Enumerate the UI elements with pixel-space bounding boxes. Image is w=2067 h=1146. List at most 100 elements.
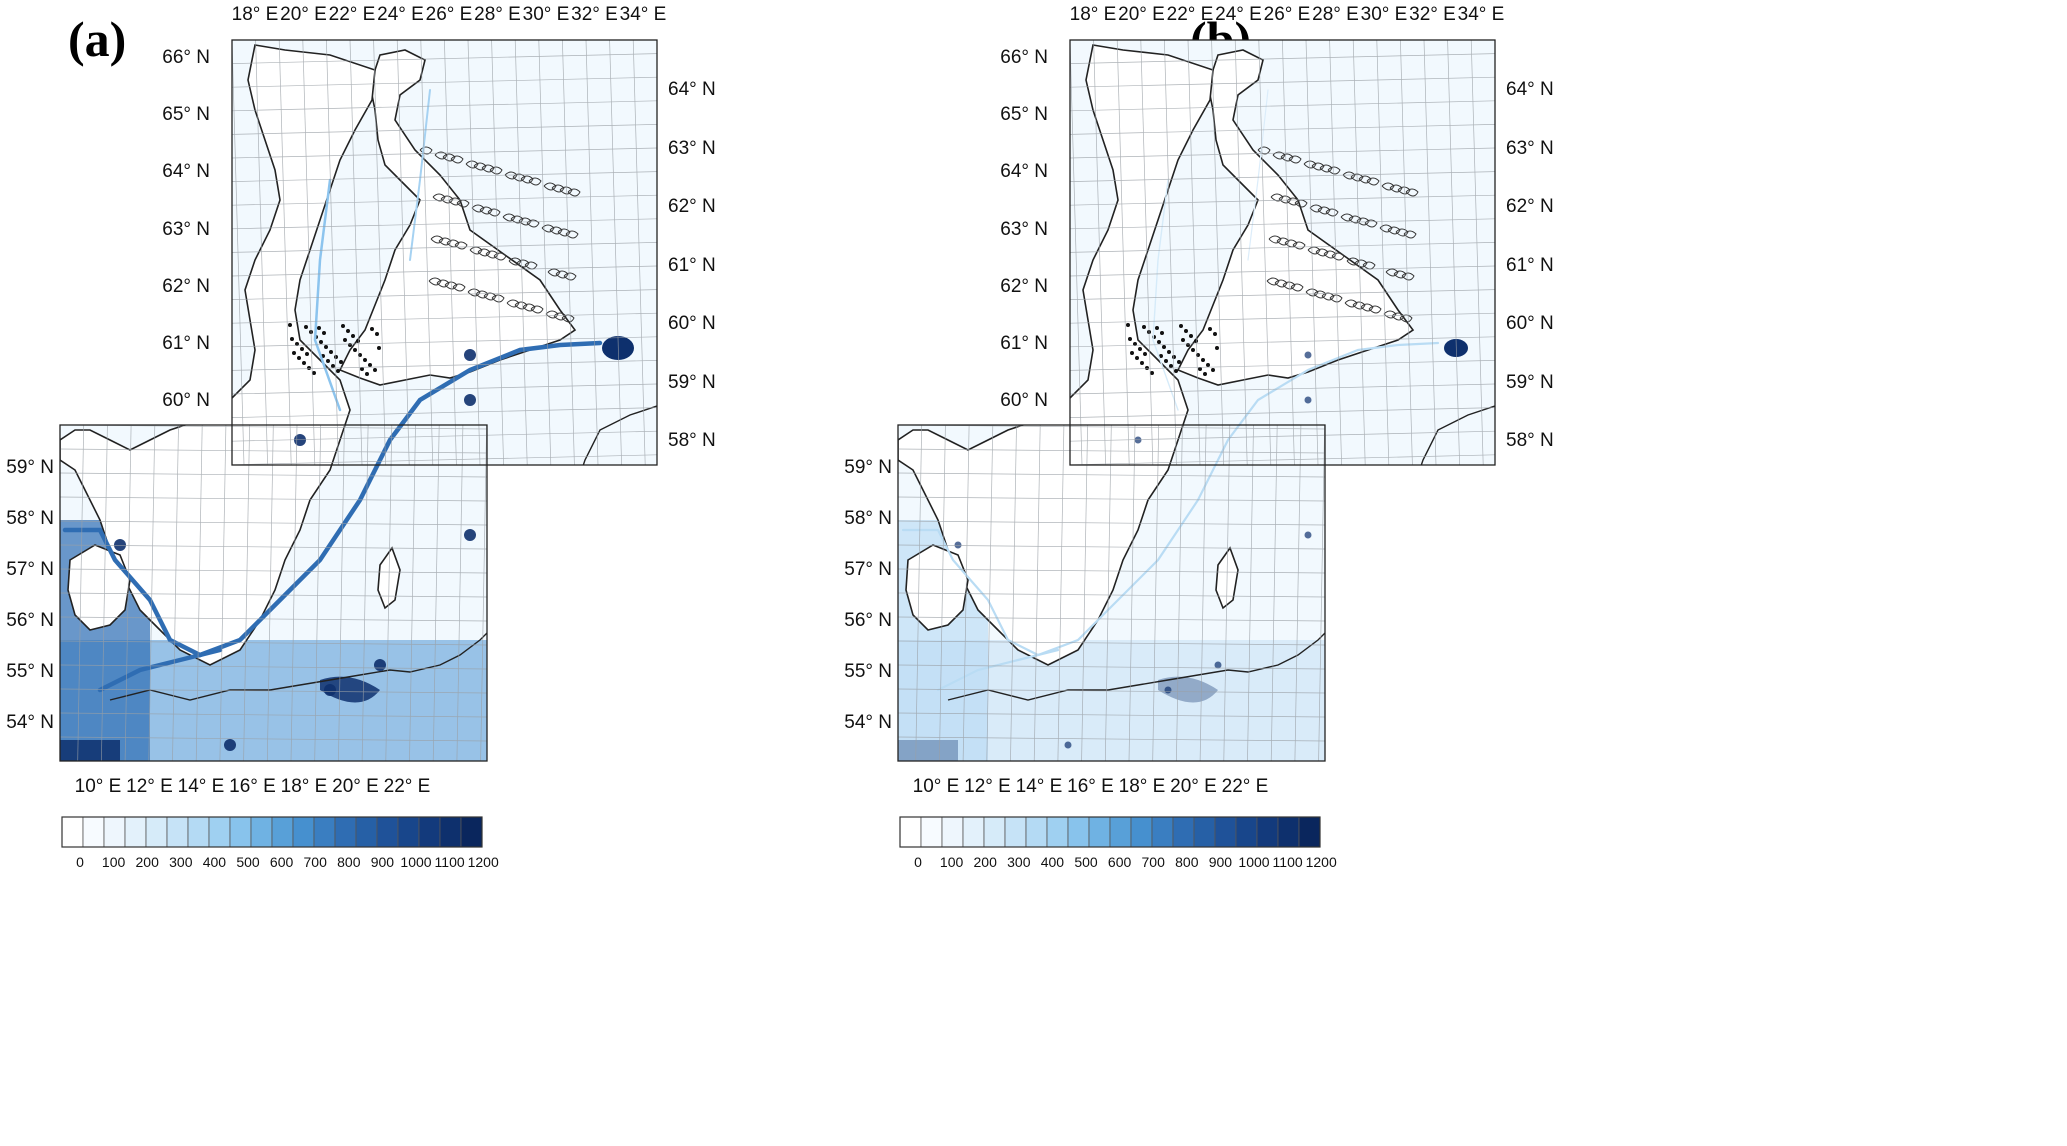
top-tick-label: 20° E (280, 4, 327, 25)
colorbar-swatch (397, 816, 420, 848)
colorbar-swatch (1067, 816, 1090, 848)
colorbar-swatch (250, 816, 273, 848)
top-tick-label: 30° E (522, 4, 570, 25)
north-left-tick-label: 61° N (162, 333, 210, 354)
colorbar-label: 900 (1208, 854, 1233, 870)
colorbar-label: 400 (202, 854, 227, 870)
colorbar-b (899, 816, 1321, 848)
colorbar-swatch (1004, 816, 1027, 848)
top-tick-label: 24° E (377, 4, 424, 25)
colorbar-a (61, 816, 483, 848)
south-left-tick-label: 57° N (6, 559, 54, 580)
south-bottom-tick-label: 18° E (280, 776, 328, 797)
north-left-tick-label: 63° N (162, 218, 210, 240)
south-bottom-tick-label: 10° E (912, 776, 960, 797)
north-left-tick-label: 60° N (162, 390, 210, 412)
north-left-tick-label: 62° N (1000, 275, 1048, 297)
colorbar-swatch (334, 816, 357, 848)
south-bottom-tick-label: 18° E (1118, 776, 1166, 797)
colorbar-swatch (166, 816, 189, 848)
south-left-tick-label: 55° N (844, 661, 892, 682)
colorbar-swatch (355, 816, 378, 848)
top-tick-label: 18° E (1069, 4, 1117, 25)
north-right-tick-label: 62° N (1506, 196, 1554, 217)
south-bottom-tick-label: 16° E (229, 776, 276, 797)
lakes (288, 146, 581, 376)
north-right-tick-label: 61° N (1506, 254, 1554, 276)
colorbar-swatch (1193, 816, 1216, 848)
south-left-tick-label: 58° N (6, 508, 54, 529)
colorbar-swatch (962, 816, 985, 848)
colorbar-label: 600 (269, 854, 294, 870)
top-tick-label: 28° E (1312, 4, 1359, 25)
colorbar-label: 200 (135, 854, 159, 870)
top-tick-label: 30° E (1360, 4, 1408, 25)
colorbar-swatch (1172, 816, 1195, 848)
south-bottom-tick-label: 20° E (332, 776, 379, 797)
top-tick-label: 32° E (1409, 4, 1456, 25)
colorbar-swatch (313, 816, 336, 848)
south-left-tick-label: 59° N (6, 457, 54, 478)
top-tick-label: 18° E (231, 4, 279, 25)
colorbar-swatch (1298, 816, 1321, 848)
north-right-tick-label: 61° N (668, 254, 716, 276)
colorbar-swatch (941, 816, 964, 848)
north-left-tick-label: 60° N (1000, 390, 1048, 412)
colorbar-swatch (1130, 816, 1153, 848)
colorbar-swatch (439, 816, 462, 848)
south-left-tick-label: 59° N (844, 457, 892, 478)
south-left-tick-label: 58° N (844, 508, 892, 529)
top-tick-label: 26° E (425, 4, 473, 25)
north-left-tick-label: 66° N (1000, 47, 1048, 68)
colorbar-swatch (899, 816, 922, 848)
south-left-tick-label: 57° N (844, 559, 892, 580)
emission-hotspot (1304, 396, 1312, 404)
colorbar-swatch (124, 816, 147, 848)
top-tick-label: 26° E (1263, 4, 1311, 25)
colorbar-swatch (1235, 816, 1258, 848)
north-right-tick-label: 59° N (668, 371, 716, 393)
colorbar-swatch (1025, 816, 1048, 848)
colorbar-label: 200 (973, 854, 997, 870)
south-bottom-tick-label: 16° E (1067, 776, 1114, 797)
colorbar-label: 900 (370, 854, 395, 870)
north-right-tick-label: 64° N (668, 79, 716, 100)
emission-hotspot (1214, 661, 1222, 669)
colorbar-swatch (61, 816, 84, 848)
north-left-tick-label: 66° N (162, 47, 210, 68)
colorbar-label: 500 (1074, 854, 1098, 870)
north-right-tick-label: 60° N (1506, 313, 1554, 334)
emission-hotspot (374, 659, 386, 671)
colorbar-label: 1000 (400, 854, 432, 870)
colorbar-swatch (208, 816, 231, 848)
colorbar-label: 800 (337, 854, 361, 870)
colorbar-swatch (292, 816, 315, 848)
colorbar-label: 700 (1141, 854, 1165, 870)
panel-label-a: (a) (68, 11, 127, 67)
colorbar-label: 600 (1107, 854, 1132, 870)
north-left-tick-label: 64° N (162, 161, 210, 183)
south-left-tick-label: 54° N (6, 712, 54, 733)
colorbar-label: 300 (169, 854, 193, 870)
land (60, 44, 657, 701)
colorbar-label: 100 (939, 854, 964, 870)
emission-hotspot (1304, 351, 1312, 359)
colorbar-label: 1200 (467, 854, 499, 870)
emission-hotspot (464, 529, 476, 541)
colorbar-swatch (418, 816, 441, 848)
colorbar-label: 1200 (1305, 854, 1337, 870)
north-left-tick-label: 61° N (1000, 333, 1048, 354)
colorbar-swatch (187, 816, 210, 848)
south-domain-frame (59, 424, 488, 762)
south-bottom-tick-label: 12° E (126, 776, 173, 797)
colorbar-swatch (82, 816, 105, 848)
north-right-tick-label: 62° N (668, 196, 716, 217)
north-right-tick-label: 63° N (668, 137, 716, 159)
colorbar-swatch (1046, 816, 1069, 848)
south-bottom-tick-label: 14° E (1015, 776, 1063, 797)
north-right-tick-label: 64° N (1506, 79, 1554, 100)
colorbar-swatch (1277, 816, 1300, 848)
colorbar-swatch (1214, 816, 1237, 848)
emission-hotspot (464, 394, 476, 406)
